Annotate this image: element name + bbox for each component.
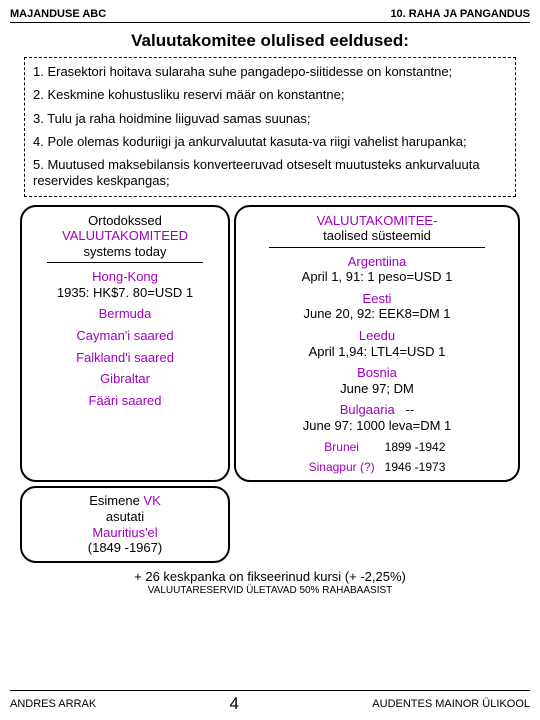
entry-name: Fääri saared bbox=[28, 393, 222, 409]
right-entry: Bulgaaria -- June 97: 1000 leva=DM 1 bbox=[242, 402, 512, 433]
bl-vk: VK bbox=[143, 493, 160, 508]
bl-line1: Esimene VK bbox=[27, 493, 223, 509]
right-head-line2: taolised süsteemid bbox=[323, 228, 431, 243]
entry-name: Bosnia bbox=[242, 365, 512, 381]
left-col-heading: Ortodokssed VALUUTAKOMITEED systems toda… bbox=[28, 213, 222, 260]
entry-name: Bermuda bbox=[28, 306, 222, 322]
top-header: MAJANDUSE ABC 10. RAHA JA PANGANDUS bbox=[10, 8, 530, 23]
divider-line bbox=[47, 262, 202, 263]
footnote: + 26 keskpanka on fikseerinud kursi (+ -… bbox=[10, 569, 530, 584]
right-entry: Eesti June 20, 92: EEK8=DM 1 bbox=[242, 291, 512, 322]
page-title: Valuutakomitee olulised eeldused: bbox=[10, 31, 530, 51]
assumption-item: 3. Tulu ja raha hoidmine liiguvad samas … bbox=[33, 111, 507, 127]
left-column-box: Ortodokssed VALUUTAKOMITEED systems toda… bbox=[20, 205, 230, 483]
assumption-item: 1. Erasektori hoitava sularaha suhe pang… bbox=[33, 64, 507, 80]
header-right: 10. RAHA JA PANGANDUS bbox=[390, 8, 530, 20]
footnote-sub: VALUUTARESERVID ÜLETAVAD 50% RAHABAASIST bbox=[10, 585, 530, 596]
entry-name: Hong-Kong bbox=[28, 269, 222, 285]
assumptions-box: 1. Erasektori hoitava sularaha suhe pang… bbox=[24, 57, 516, 197]
entry-name: Eesti bbox=[242, 291, 512, 307]
assumption-item: 2. Keskmine kohustusliku reservi määr on… bbox=[33, 87, 507, 103]
entry-name: Gibraltar bbox=[28, 371, 222, 387]
left-head-line3: systems today bbox=[28, 244, 222, 260]
entry-detail: June 20, 92: EEK8=DM 1 bbox=[242, 306, 512, 322]
left-entry: Falkland'i saared bbox=[28, 350, 222, 366]
right-head-line1: VALUUTAKOMITEE- bbox=[317, 213, 438, 228]
pair-name: Sinagpur (?) bbox=[309, 460, 375, 474]
entry-name: Bulgaaria bbox=[340, 402, 395, 417]
entry-name: Cayman'i saared bbox=[28, 328, 222, 344]
right-pairs: Brunei Sinagpur (?) 1899 -1942 1946 -197… bbox=[242, 440, 512, 475]
bl-text: Esimene bbox=[89, 493, 143, 508]
pair-years: 1899 -1942 bbox=[385, 440, 446, 454]
left-entry: Bermuda bbox=[28, 306, 222, 322]
entry-name: Leedu bbox=[242, 328, 512, 344]
left-entry: Fääri saared bbox=[28, 393, 222, 409]
entry-detail: June 97; DM bbox=[242, 381, 512, 397]
bl-line2: asutati bbox=[27, 509, 223, 525]
bottom-footer: ANDRES ARRAK 4 AUDENTES MAINOR ÜLIKOOL bbox=[10, 690, 530, 714]
entry-suffix: -- bbox=[406, 402, 415, 417]
footer-left: ANDRES ARRAK bbox=[10, 698, 96, 710]
left-entry: Hong-Kong 1935: HK$7. 80=USD 1 bbox=[28, 269, 222, 300]
right-entry: Leedu April 1,94: LTL4=USD 1 bbox=[242, 328, 512, 359]
entry-detail: 1935: HK$7. 80=USD 1 bbox=[28, 285, 222, 301]
right-entry: Argentiina April 1, 91: 1 peso=USD 1 bbox=[242, 254, 512, 285]
right-column-box: VALUUTAKOMITEE- taolised süsteemid Argen… bbox=[234, 205, 520, 483]
assumption-item: 4. Pole olemas koduriigi ja ankurvaluuta… bbox=[33, 134, 507, 150]
entry-name: Falkland'i saared bbox=[28, 350, 222, 366]
pair-years: 1946 -1973 bbox=[385, 460, 446, 474]
entry-detail: June 97: 1000 leva=DM 1 bbox=[242, 418, 512, 434]
footer-right: AUDENTES MAINOR ÜLIKOOL bbox=[372, 698, 530, 710]
bottom-left-box: Esimene VK asutati Mauritius'el (1849 -1… bbox=[20, 486, 230, 562]
bl-line3: Mauritius'el bbox=[27, 525, 223, 541]
two-column-area: Ortodokssed VALUUTAKOMITEED systems toda… bbox=[20, 205, 520, 483]
header-left: MAJANDUSE ABC bbox=[10, 8, 106, 20]
entry-name: Argentiina bbox=[242, 254, 512, 270]
left-head-line2: VALUUTAKOMITEED bbox=[28, 228, 222, 244]
entry-detail: April 1, 91: 1 peso=USD 1 bbox=[242, 269, 512, 285]
assumption-item: 5. Muutused maksebilansis konverteeruvad… bbox=[33, 157, 507, 190]
lower-wrap: Esimene VK asutati Mauritius'el (1849 -1… bbox=[10, 482, 530, 562]
bl-line4: (1849 -1967) bbox=[27, 540, 223, 556]
left-head-line1: Ortodokssed bbox=[28, 213, 222, 229]
left-entry: Cayman'i saared bbox=[28, 328, 222, 344]
right-col-heading: VALUUTAKOMITEE- taolised süsteemid bbox=[242, 213, 512, 244]
divider-line bbox=[269, 247, 485, 248]
right-entry: Bosnia June 97; DM bbox=[242, 365, 512, 396]
page-number: 4 bbox=[230, 694, 239, 714]
left-entry: Gibraltar bbox=[28, 371, 222, 387]
pair-name: Brunei bbox=[309, 440, 375, 454]
entry-detail: April 1,94: LTL4=USD 1 bbox=[242, 344, 512, 360]
